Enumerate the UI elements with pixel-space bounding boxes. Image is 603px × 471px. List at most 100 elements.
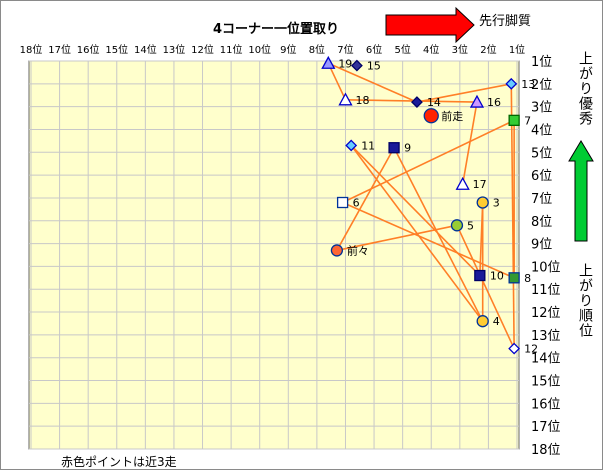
connection-line [336,224,458,252]
x-arrow-label: 先行脚質 [479,14,532,29]
y-tick-label: 7位 [531,192,552,207]
y-tick-label: 8位 [531,215,552,230]
y-tick-label: 14位 [531,352,561,367]
point-label: 3 [493,197,500,210]
red-arrow-icon [385,6,475,44]
connection-line [461,101,478,185]
point-13 [505,77,518,90]
point-5 [450,219,464,232]
connection-lines [327,62,515,349]
y-tick-label: 3位 [531,101,552,116]
chart-note: 赤色ポイントは近3走 [61,455,177,469]
point-8 [508,272,520,284]
point-label: 12 [524,343,538,356]
x-tick-label: 12位 [191,43,214,56]
point-label: 5 [467,219,474,232]
x-tick-label: 8位 [309,43,325,56]
data-points: 19 15 13 18 14 16 前走 7 11 9 17 6 3 5 前々 10 8 4 12 [321,55,538,356]
y-tick-label: 17位 [531,420,561,435]
x-tick-label: 2位 [480,43,496,56]
point-label: 17 [473,178,487,191]
point-9 [388,142,400,154]
point-label: 9 [404,142,411,155]
point-label: 6 [353,197,360,210]
point-label: 14 [427,96,441,109]
y-tick-label: 10位 [531,260,561,275]
y-tick-label: 5位 [531,146,552,161]
y-tick-label: 2位 [531,78,552,93]
x-tick-label: 4位 [423,43,439,56]
point-15 [350,59,363,72]
x-tick-label: 13位 [163,43,186,56]
connection-line [336,147,395,251]
connection-line [342,201,515,279]
chart-title: 4コーナー一位置取り [212,22,340,37]
point-10 [474,269,486,282]
y-arrow-label: 上がり優秀 [577,51,593,126]
x-tick-label: 9位 [280,43,296,56]
point-11 [345,139,358,152]
x-tick-label: 11位 [220,43,243,56]
point-前走 [423,108,439,124]
point-label: 8 [524,272,531,285]
point-label: 11 [361,139,375,152]
connection-line [510,83,515,349]
point-6 [336,196,349,209]
x-tick-label: 6位 [366,43,382,56]
connection-line [479,202,484,276]
point-label: 7 [524,114,531,127]
connection-line [393,147,484,322]
y-tick-label: 11位 [531,283,561,298]
y-tick-labels: 1位 2位 3位 4位 5位 6位 7位 8位 9位 10位 11位 12位 13位 14位 15位 16位 1… [531,55,561,458]
x-tick-label: 17位 [48,43,71,56]
point-label: 前走 [441,109,463,123]
plot-area [28,60,520,450]
point-label: 15 [367,60,381,73]
point-label: 10 [490,270,504,283]
y-tick-label: 6位 [531,169,552,184]
y-tick-label: 15位 [531,375,561,390]
x-tick-label: 14位 [134,43,157,56]
y-tick-label: 12位 [531,306,561,321]
connection-line [327,62,347,101]
x-tick-label: 7位 [337,43,353,56]
point-label: 4 [493,315,500,328]
connection-line [416,83,512,103]
y-tick-label: 18位 [531,443,561,458]
point-12 [508,342,521,355]
point-label: 16 [487,96,501,109]
y-axis-title: 上がり順位 [577,263,593,338]
green-arrow-icon [568,140,594,242]
connection-line [456,224,515,349]
point-4 [476,315,489,328]
y-tick-label: 9位 [531,238,552,253]
point-3 [476,196,489,209]
x-tick-label: 3位 [452,43,468,56]
connection-line [327,62,418,103]
point-16 [469,94,485,108]
x-tick-label: 18位 [20,43,43,56]
point-label: 19 [338,57,352,70]
point-7 [508,114,520,126]
point-label: 前々 [347,243,369,257]
point-18 [338,92,353,106]
connection-line [345,99,477,103]
x-tick-label: 10位 [248,43,271,56]
point-17 [455,176,470,190]
point-label: 13 [521,78,535,91]
point-前々 [330,244,344,257]
point-14 [411,96,423,109]
y-tick-label: 1位 [531,55,552,70]
x-tick-labels: 18位 17位 16位 15位 14位 13位 12位 11位 10位 9位 8位 7位 6位 5位 4位 3… [20,43,526,56]
x-tick-label: 1位 [509,43,525,56]
y-tick-label: 4位 [531,123,552,138]
x-tick-label: 5位 [394,43,410,56]
y-tick-label: 16位 [531,397,561,412]
y-tick-label: 13位 [531,329,561,344]
grid-lines [29,60,519,450]
x-tick-label: 16位 [77,43,100,56]
x-tick-label: 15位 [105,43,128,56]
point-label: 18 [355,94,369,107]
